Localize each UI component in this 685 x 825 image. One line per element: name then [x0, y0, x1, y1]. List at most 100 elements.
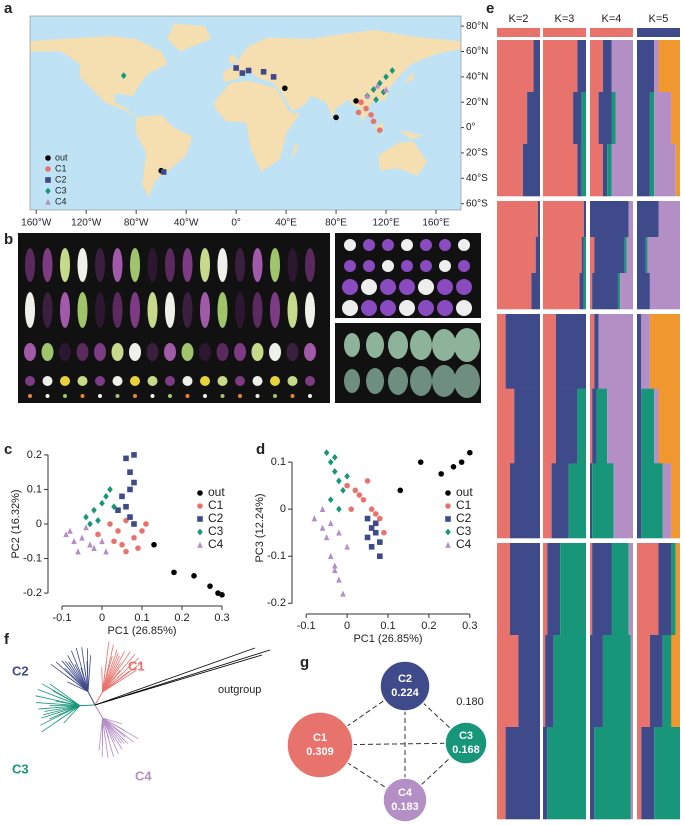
land: [136, 114, 193, 198]
point: [336, 477, 342, 485]
fruit: [252, 292, 263, 328]
structure-top: [590, 28, 633, 37]
legend-marker: [45, 187, 51, 195]
flower: [456, 300, 472, 316]
ancestry-segment: [509, 463, 540, 539]
ancestry-segment: [497, 201, 538, 238]
ancestry-segment: [645, 237, 648, 274]
legend-marker: [445, 528, 451, 536]
point: [450, 464, 457, 470]
y-tick-label: 40°S: [466, 173, 488, 184]
y-tick-label: 0: [280, 503, 286, 515]
branch: [94, 691, 103, 706]
fruit: [115, 394, 120, 398]
ancestry-segment: [547, 727, 586, 820]
point: [107, 486, 113, 493]
ancestry-segment: [543, 201, 584, 238]
ancestry-segment: [497, 237, 536, 274]
ancestry-segment: [637, 314, 642, 389]
point: [160, 169, 167, 175]
fruit: [216, 343, 229, 361]
point: [131, 521, 137, 527]
point: [340, 590, 346, 597]
fruit: [28, 394, 32, 398]
fruit: [305, 248, 315, 282]
ancestry-segment: [497, 543, 510, 636]
flower: [439, 260, 451, 272]
ancestry-segment: [518, 635, 540, 728]
branch: [102, 651, 131, 693]
fruit: [182, 248, 193, 282]
branch: [87, 691, 96, 706]
point: [119, 541, 125, 548]
branch: [102, 717, 109, 758]
branch: [102, 669, 137, 693]
ancestry-segment: [590, 388, 593, 464]
ancestry-segment: [611, 92, 616, 145]
leaf: [454, 328, 480, 362]
ancestry-segment: [497, 635, 519, 728]
ancestry-segment: [590, 144, 603, 197]
network-node: [286, 711, 354, 779]
ancestry-segment: [590, 635, 603, 728]
x-tick-label: 160°E: [422, 218, 450, 229]
point: [245, 67, 252, 74]
leaf: [344, 333, 360, 357]
panel-label: c: [4, 441, 12, 458]
point: [83, 524, 89, 531]
fruit: [182, 292, 193, 328]
ancestry-segment: [573, 92, 582, 145]
fruit: [200, 376, 210, 386]
land: [398, 71, 414, 88]
ancestry-segment: [497, 144, 523, 197]
branch: [94, 654, 263, 706]
fruit: [147, 292, 158, 328]
panel-label: d: [256, 441, 265, 458]
fruit: [200, 292, 210, 328]
point: [127, 469, 133, 475]
flower: [401, 260, 413, 272]
legend-label: C2: [208, 511, 224, 525]
k-label: K=5: [649, 13, 669, 25]
structure-top: [637, 28, 680, 37]
ancestry-segment: [543, 543, 548, 636]
branch: [101, 666, 103, 693]
point: [397, 487, 404, 494]
legend-label: C3: [208, 524, 224, 538]
fruit: [130, 292, 140, 328]
point: [87, 520, 93, 528]
leaf: [388, 367, 408, 395]
point: [344, 472, 350, 480]
point: [135, 545, 141, 551]
branch: [102, 717, 123, 750]
ancestry-segment: [630, 635, 633, 728]
branch: [37, 688, 81, 707]
land: [223, 29, 461, 122]
fruit: [112, 376, 123, 386]
fruit: [168, 394, 172, 398]
fruit: [217, 292, 228, 328]
ancestry-segment: [671, 463, 680, 539]
ancestry-segment: [543, 727, 548, 820]
ancestry-segment: [537, 201, 540, 238]
x-tick-label: 80°E: [325, 218, 347, 229]
ancestry-segment: [543, 273, 580, 310]
branch: [102, 717, 123, 725]
legend-marker: [45, 166, 51, 172]
fruit: [270, 292, 280, 328]
point: [139, 528, 145, 534]
legend-label: out: [208, 485, 225, 499]
flower: [418, 300, 434, 316]
leaf: [388, 331, 408, 359]
fruit: [165, 376, 175, 386]
branch: [49, 705, 81, 720]
legend-label: C4: [208, 537, 224, 551]
y-tick-label: -0.1: [267, 550, 286, 562]
point: [376, 127, 383, 133]
point: [233, 65, 239, 71]
point: [377, 553, 383, 560]
y-tick-label: -0.2: [23, 587, 42, 599]
fruit: [304, 343, 316, 361]
ancestry-segment: [551, 463, 569, 539]
